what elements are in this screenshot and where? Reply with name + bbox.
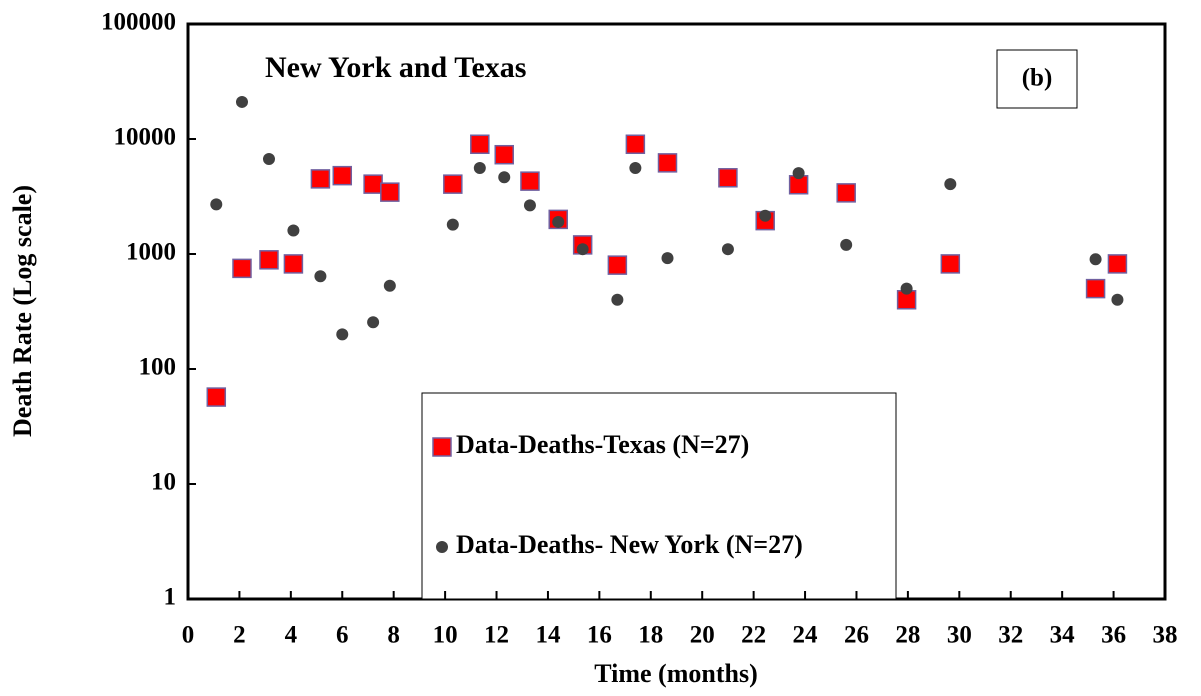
legend-marker [436,541,448,553]
marker [206,387,227,407]
marker [210,198,223,211]
x-tick-label: 14 [535,622,561,649]
marker [721,243,734,256]
x-tick-label: 0 [182,622,195,649]
x-tick-label: 4 [285,622,298,649]
marker [629,161,642,174]
marker [661,252,674,265]
y-tick-label: 1000 [126,239,176,266]
marker [287,224,300,237]
marker [759,209,772,222]
marker [363,174,383,194]
x-tick-label: 12 [484,622,509,649]
marker [262,153,275,166]
annotation: (b) [1022,65,1053,92]
marker [625,134,646,155]
x-axis-label: Time (months) [594,659,757,688]
marker [552,215,565,228]
x-tick-label: 26 [844,622,869,649]
marker [520,171,540,191]
marker [900,282,913,295]
y-tick-label: 1 [164,584,177,611]
marker [944,178,957,191]
marker [367,316,380,329]
x-tick-label: 38 [1153,622,1178,649]
marker [310,169,331,189]
marker [523,199,536,212]
x-tick-label: 36 [1101,622,1126,649]
x-tick-label: 18 [638,622,663,649]
marker [259,250,279,270]
chart-title: New York and Texas [265,51,526,84]
marker [1111,293,1124,306]
x-tick-label: 2 [233,622,246,649]
x-tick-label: 30 [947,622,972,649]
y-axis-label: Death Rate (Log scale) [8,185,37,437]
marker [494,144,514,165]
marker [380,182,400,202]
legend-label: Data-Deaths-Texas (N=27) [456,430,749,459]
marker [314,270,327,283]
x-tick-label: 6 [336,622,349,649]
legend-label: Data-Deaths- New York (N=27) [456,530,803,559]
marker [473,161,486,174]
marker [718,168,738,188]
legend-marker [432,437,452,457]
x-tick-label: 32 [998,622,1023,649]
legend-box [421,392,897,600]
marker [336,328,349,341]
x-tick-label: 28 [895,622,920,649]
marker [283,254,304,274]
marker [232,258,252,279]
x-tick-label: 34 [1050,622,1076,649]
marker [940,254,961,274]
marker [836,183,856,203]
x-tick-label: 20 [690,622,715,649]
x-tick-label: 22 [741,622,766,649]
marker [235,95,248,108]
marker [611,293,624,306]
marker [576,243,589,256]
x-tick-label: 16 [587,622,612,649]
marker [1107,254,1128,274]
marker [443,174,463,194]
x-tick-label: 10 [433,622,458,649]
y-tick-label: 100000 [101,9,176,36]
marker [332,165,353,186]
x-tick-label: 24 [793,622,819,649]
marker [446,218,459,231]
marker [840,238,853,251]
y-tick-label: 10 [151,469,176,496]
marker [657,153,678,173]
marker [1085,278,1106,299]
marker [607,255,628,275]
marker [383,279,396,292]
marker [792,167,805,180]
marker [1089,253,1102,266]
marker [498,171,511,184]
marker [470,134,490,155]
y-tick-label: 10000 [114,124,177,151]
x-tick-label: 8 [387,622,400,649]
annotation-box [996,49,1078,109]
y-tick-label: 100 [139,354,177,381]
